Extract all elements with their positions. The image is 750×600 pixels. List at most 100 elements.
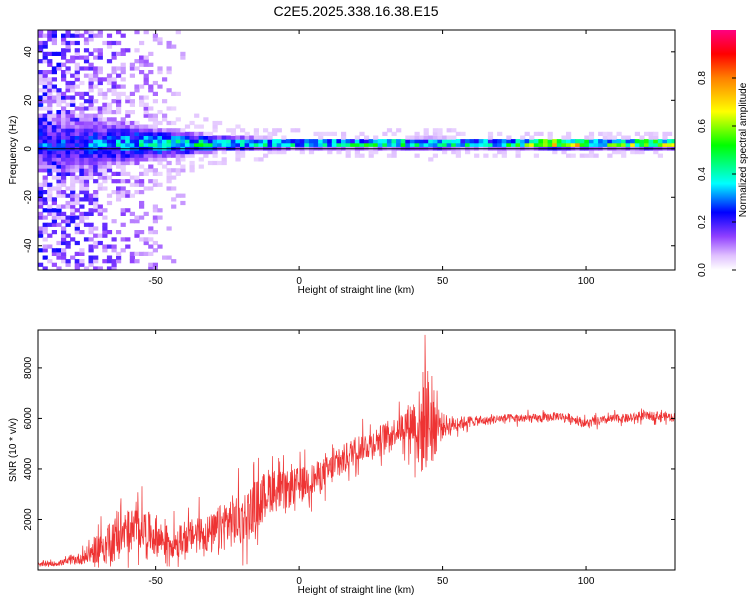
spectrogram-cell	[180, 193, 186, 198]
spectrogram-cell	[662, 135, 668, 140]
spectrogram-cell	[61, 51, 67, 56]
spectrogram-cell	[42, 55, 48, 60]
spectrogram-cell	[143, 113, 149, 118]
spectrogram-cell	[79, 259, 85, 264]
spectrogram-cell	[65, 120, 71, 126]
spectrogram-cell	[97, 33, 103, 38]
spectrogram-cell	[79, 55, 85, 60]
spectrogram-cell	[42, 120, 48, 126]
spectrogram-cell	[93, 164, 99, 169]
spectrogram-cell	[116, 142, 122, 147]
spectrogram-cell	[116, 128, 122, 133]
spectrogram-cell	[93, 120, 99, 126]
spectrogram-cell	[51, 139, 57, 144]
spectrogram-cell	[102, 244, 108, 249]
spectrogram-cell	[83, 222, 90, 227]
spectrogram-cell	[111, 40, 117, 46]
spectrogram-cell	[180, 164, 186, 169]
spectrogram-cell	[38, 73, 44, 78]
spectrogram-cell	[42, 237, 48, 242]
spectrogram-cell	[83, 120, 90, 126]
spectrogram-cell	[152, 150, 158, 155]
spectrogram-cell	[47, 139, 53, 144]
spectrogram-cell	[240, 142, 246, 147]
spectrogram-cell	[359, 153, 365, 158]
spectrogram-cell	[51, 142, 57, 147]
spectrogram-cell	[51, 208, 57, 213]
spectrogram-cell	[79, 230, 85, 235]
spectrogram-cell	[148, 62, 154, 67]
spectrogram-cell	[97, 142, 103, 147]
spectrogram-cell	[56, 182, 62, 187]
spectrogram-cell	[88, 157, 94, 162]
spectrogram-cell	[194, 131, 200, 136]
spectrogram-cell	[51, 262, 57, 267]
spectrogram-cell	[143, 128, 149, 133]
spectrogram-cell	[134, 153, 140, 158]
spectrogram-cell	[492, 139, 498, 144]
spectrogram-cell	[70, 190, 76, 195]
spectrogram-cell	[70, 157, 76, 162]
spectrogram-cell	[648, 135, 654, 140]
spectrogram-cell	[65, 233, 71, 238]
spectrogram-cell	[93, 244, 99, 249]
spectrogram-cell	[212, 160, 218, 166]
spectrogram-cell	[65, 139, 71, 144]
spectrogram-cell	[258, 142, 264, 147]
spectrogram-cell	[175, 142, 181, 147]
spectrogram-cell	[65, 59, 71, 64]
spectrogram-cell	[65, 113, 71, 118]
spectrogram-cell	[70, 84, 76, 89]
spectrogram-x-label: Height of straight line (km)	[298, 285, 415, 296]
spectrogram-cell	[47, 160, 53, 166]
spectrogram-cell	[644, 131, 650, 136]
spectrogram-cell	[129, 211, 135, 216]
spectrogram-cell	[111, 179, 117, 184]
spectrogram-cell	[400, 142, 406, 147]
spectrogram-cell	[79, 153, 85, 158]
spectrogram-cell	[171, 106, 177, 111]
spectrogram-cell	[428, 142, 434, 147]
spectrogram-cell	[88, 139, 94, 144]
spectrogram-cell	[125, 135, 131, 140]
spectrogram-cell	[74, 240, 80, 246]
spectrogram-cell	[79, 251, 85, 256]
spectrogram-cell	[61, 142, 67, 147]
spectrogram-cell	[97, 175, 103, 180]
spectrogram-cell	[106, 266, 113, 270]
spectrogram-cell	[497, 150, 503, 155]
colorbar-tick-label: 0.8	[697, 71, 708, 85]
spectrogram-cell	[51, 120, 57, 126]
spectrogram-cell	[47, 164, 53, 169]
spectrogram-cell	[51, 117, 57, 122]
spectrogram-cell	[102, 157, 108, 162]
spectrogram-cell	[61, 128, 67, 133]
spectrogram-cell	[47, 88, 53, 93]
spectrogram-cell	[74, 150, 80, 155]
spectrogram-cell	[97, 30, 103, 35]
spectrogram-cell	[120, 222, 126, 227]
spectrogram-cell	[180, 200, 186, 206]
spectrogram-cell	[38, 186, 44, 191]
spectrogram-cell	[51, 157, 57, 162]
spectrogram-cell	[97, 131, 103, 136]
spectrogram-cell	[207, 142, 214, 147]
spectrogram-cell	[648, 139, 654, 144]
spectrogram-cell	[56, 124, 62, 129]
spectrogram-cell	[97, 150, 103, 155]
spectrogram-cell	[263, 153, 269, 158]
spectrogram-cell	[148, 135, 154, 140]
spectrogram-cell	[396, 128, 402, 133]
spectrogram-cell	[38, 230, 44, 235]
spectrogram-cell	[129, 91, 135, 96]
spectrogram-cell	[120, 124, 126, 129]
spectrogram-cell	[56, 153, 62, 158]
spectrogram-cell	[152, 182, 158, 187]
spectrogram-cell	[276, 150, 282, 155]
spectrogram-cell	[97, 186, 103, 191]
spectrogram-cell	[295, 128, 301, 133]
spectrogram-cell	[134, 157, 140, 162]
spectrogram-cell	[97, 55, 103, 60]
spectrogram-cell	[79, 190, 85, 195]
spectrogram-cell	[74, 113, 80, 118]
